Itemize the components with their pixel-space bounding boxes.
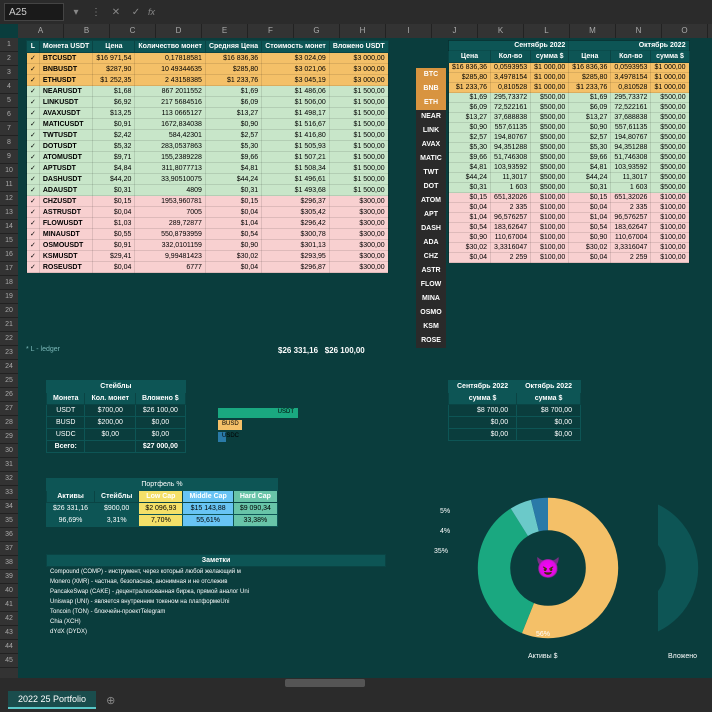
hdr-coin: Монета USDT: [39, 41, 92, 53]
portfolio-pct-table: Портфель % АктивыСтейблыLow CapMiddle Ca…: [46, 478, 278, 527]
stables-title: Стейблы: [47, 381, 186, 393]
totals-row: $26 331,16 $26 100,00: [278, 346, 365, 355]
ledger-note: * L - ledger: [26, 346, 60, 353]
invested-donut-partial: $27 000,00 Вложено: [658, 478, 712, 658]
hdr-value: Стоимость монет: [262, 41, 330, 53]
notes-section: Заметки Compound (COMP) - инструмент, че…: [46, 554, 386, 637]
donut-lbl-5: 5%: [440, 508, 450, 515]
stables-table: Стейблы МонетаКол. монетВложено $ USDT$7…: [46, 380, 186, 453]
horizontal-scrollbar[interactable]: [0, 678, 712, 688]
portfolio-title: Портфель %: [47, 479, 278, 491]
donut-lbl-56: 56%: [536, 631, 550, 638]
sheet-content[interactable]: L Монета USDT Цена Количество монет Сред…: [18, 38, 712, 688]
monthly-tables: Сентябрь 2022Октябрь 2022 ЦенаКол-восумм…: [448, 40, 690, 263]
coin-labels-column: BTCBNBETHNEARLINKAVAXMATICTWTDOTATOMAPTD…: [416, 68, 446, 348]
hdr-price: Цена: [93, 41, 135, 53]
cancel-icon[interactable]: ✕: [108, 4, 124, 20]
main-portfolio-table: L Монета USDT Цена Количество монет Сред…: [26, 40, 389, 273]
hdr-l: L: [27, 41, 40, 53]
monthly-stables-table: Сентябрь 2022Октябрь 2022 сумма $сумма $…: [448, 380, 581, 441]
m2-h1: Сентябрь 2022: [449, 381, 517, 393]
donut2-caption: Вложено: [668, 653, 697, 658]
month2-header: Октябрь 2022: [569, 41, 689, 51]
devil-icon: 😈: [536, 556, 561, 581]
divider: ⋮: [88, 4, 104, 20]
m2-sh2: сумма $: [517, 393, 581, 405]
column-headers: ABCDEFGHIJKLMNO: [18, 24, 712, 38]
hdr-avg: Средняя Цена: [205, 41, 261, 53]
row-headers: 1234567891011121314151617181920212223242…: [0, 38, 18, 688]
donut-lbl-35: 35%: [434, 548, 448, 555]
accept-icon[interactable]: ✓: [128, 4, 144, 20]
total-value: $26 331,16: [278, 346, 318, 355]
total-invested: $26 100,00: [325, 346, 365, 355]
hdr-qty: Количество монет: [135, 41, 206, 53]
donut-lbl-4: 4%: [440, 528, 450, 535]
fx-label: fx: [148, 7, 155, 17]
hdr-invested: Вложено USDT: [329, 41, 388, 53]
toolbar: ▾ ⋮ ✕ ✓ fx: [0, 0, 712, 24]
scrollbar-thumb[interactable]: [285, 679, 365, 687]
spreadsheet-area: ABCDEFGHIJKLMNO 123456789101112131415161…: [0, 24, 712, 688]
stables-bars: USDTBUSDUSDC: [218, 408, 318, 444]
sheet-tabs: 2022 25 Portfolio ⊕: [0, 688, 712, 712]
assets-donut-chart: 5% 4% 35% 56% Активы $ 😈: [458, 478, 638, 658]
active-sheet-tab[interactable]: 2022 25 Portfolio: [8, 691, 96, 709]
month1-header: Сентябрь 2022: [449, 41, 569, 51]
notes-title: Заметки: [46, 554, 386, 567]
add-sheet-button[interactable]: ⊕: [100, 694, 121, 707]
dropdown-icon[interactable]: ▾: [68, 4, 84, 20]
m2-sh1: сумма $: [449, 393, 517, 405]
cell-reference-input[interactable]: [4, 3, 64, 21]
m2-h2: Октябрь 2022: [517, 381, 581, 393]
donut-caption: Активы $: [528, 653, 558, 660]
